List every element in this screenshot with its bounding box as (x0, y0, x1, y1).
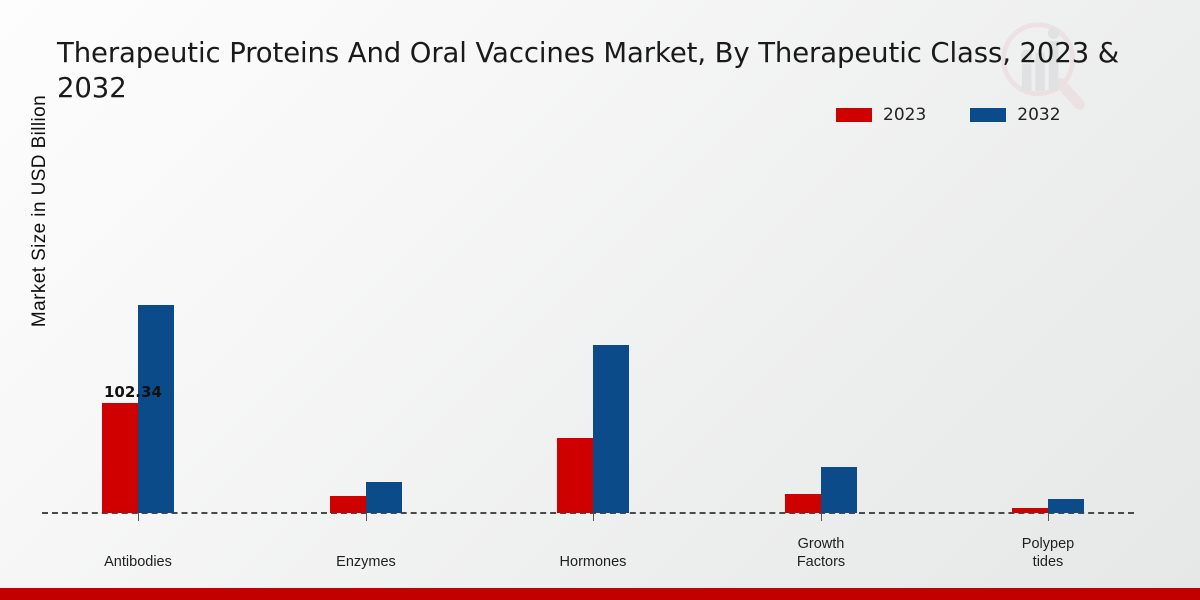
bar-antibodies-2032[interactable] (138, 305, 174, 513)
bar-growth-factors-2023[interactable] (785, 494, 821, 513)
x-tick-hormones (593, 513, 594, 521)
bars-hormones (557, 345, 629, 513)
x-tick-antibodies (138, 513, 139, 521)
x-label-polypeptides: Polypep tides (1021, 536, 1075, 570)
bars-enzymes (330, 482, 402, 513)
x-axis-baseline (42, 512, 1134, 514)
legend-item-2023[interactable]: 2023 (836, 105, 926, 125)
footer-accent-bar (0, 588, 1200, 600)
bar-growth-factors-2032[interactable] (821, 467, 857, 513)
legend-swatch-2023 (836, 108, 872, 122)
chart-legend: 2023 2032 (836, 105, 1061, 125)
legend-label-2032: 2032 (1017, 105, 1061, 125)
x-tick-polypeptides (1048, 513, 1049, 521)
bar-polypeptides-2023[interactable] (1012, 508, 1048, 513)
bars-growth-factors (785, 467, 857, 513)
x-label-hormones: Hormones (559, 554, 627, 570)
bars-antibodies (102, 305, 174, 513)
bar-hormones-2032[interactable] (593, 345, 629, 513)
bars-polypeptides (1012, 499, 1084, 513)
bar-antibodies-2023[interactable] (102, 403, 138, 513)
bar-polypeptides-2032[interactable] (1048, 499, 1084, 513)
bar-hormones-2023[interactable] (557, 438, 593, 513)
bar-enzymes-2032[interactable] (366, 482, 402, 513)
chart-title: Therapeutic Proteins And Oral Vaccines M… (57, 37, 1120, 104)
x-label-growth-factors: Growth Factors (796, 536, 846, 570)
legend-label-2023: 2023 (883, 105, 927, 125)
bar-enzymes-2023[interactable] (330, 496, 366, 513)
value-label-antibodies-2023: 102.34 (104, 383, 162, 401)
legend-swatch-2032 (970, 108, 1007, 122)
x-tick-growth-factors (821, 513, 822, 521)
x-label-antibodies: Antibodies (104, 554, 172, 570)
x-label-enzymes: Enzymes (336, 554, 396, 570)
legend-item-2032[interactable]: 2032 (970, 105, 1061, 125)
x-tick-enzymes (366, 513, 367, 521)
